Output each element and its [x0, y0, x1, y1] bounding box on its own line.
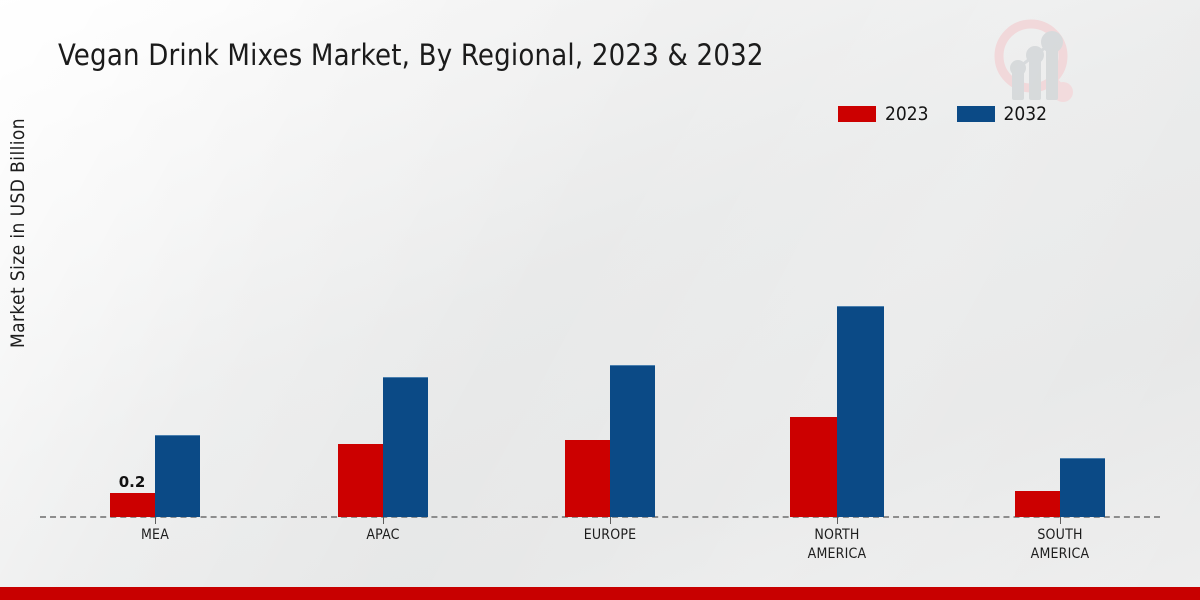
legend-swatch-2023: [838, 106, 876, 122]
category-label-north-america: NORTH AMERICA: [747, 526, 927, 564]
category-label-apac: APAC: [293, 526, 473, 545]
axis-tick-north-america: [837, 517, 838, 524]
bar-2032-south-america[interactable]: [1060, 458, 1105, 517]
bar-2023-europe[interactable]: [565, 440, 610, 517]
category-label-line1: NORTH: [814, 527, 860, 543]
bar-2032-apac[interactable]: [383, 377, 428, 517]
bar-2023-north-america[interactable]: [790, 417, 837, 517]
bar-2023-apac[interactable]: [338, 444, 383, 517]
legend-label-2023: 2023: [885, 103, 929, 125]
bar-2032-europe[interactable]: [610, 365, 655, 517]
legend-label-2032: 2032: [1003, 103, 1048, 125]
value-label-2023-mea: 0.2: [118, 473, 146, 491]
chart-legend: 2023 2032: [838, 103, 1047, 125]
y-axis-title: Market Size in USD Billion: [7, 117, 29, 349]
category-label-line2: AMERICA: [1030, 546, 1090, 562]
bar-2023-south-america[interactable]: [1015, 491, 1060, 517]
category-label-south-america: SOUTH AMERICA: [970, 526, 1150, 564]
axis-tick-south-america: [1060, 517, 1061, 524]
category-label-mea: MEA: [65, 526, 245, 545]
category-label-line2: AMERICA: [807, 546, 867, 562]
axis-tick-europe: [610, 517, 611, 524]
footer-accent-band: [0, 587, 1200, 600]
axis-tick-mea: [155, 517, 156, 524]
category-label-line1: EUROPE: [583, 527, 637, 543]
axis-tick-apac: [383, 517, 384, 524]
bar-2032-mea[interactable]: [155, 435, 200, 517]
legend-item-2023[interactable]: 2023: [838, 103, 929, 125]
bar-2023-mea[interactable]: [110, 493, 155, 517]
category-label-line1: APAC: [366, 527, 400, 543]
category-label-line1: MEA: [140, 527, 170, 543]
bar-2032-north-america[interactable]: [837, 306, 884, 517]
category-label-line1: SOUTH: [1037, 527, 1083, 543]
legend-swatch-2032: [956, 106, 995, 122]
watermark-logo-icon: [985, 12, 1081, 108]
axis-baseline: [40, 516, 1160, 518]
plot-area: 0.2 MEA APAC EUROPE NORTH AMERICA: [40, 140, 1160, 562]
page-title: Vegan Drink Mixes Market, By Regional, 2…: [58, 38, 764, 72]
legend-item-2032[interactable]: 2032: [956, 103, 1048, 125]
category-label-europe: EUROPE: [520, 526, 700, 545]
